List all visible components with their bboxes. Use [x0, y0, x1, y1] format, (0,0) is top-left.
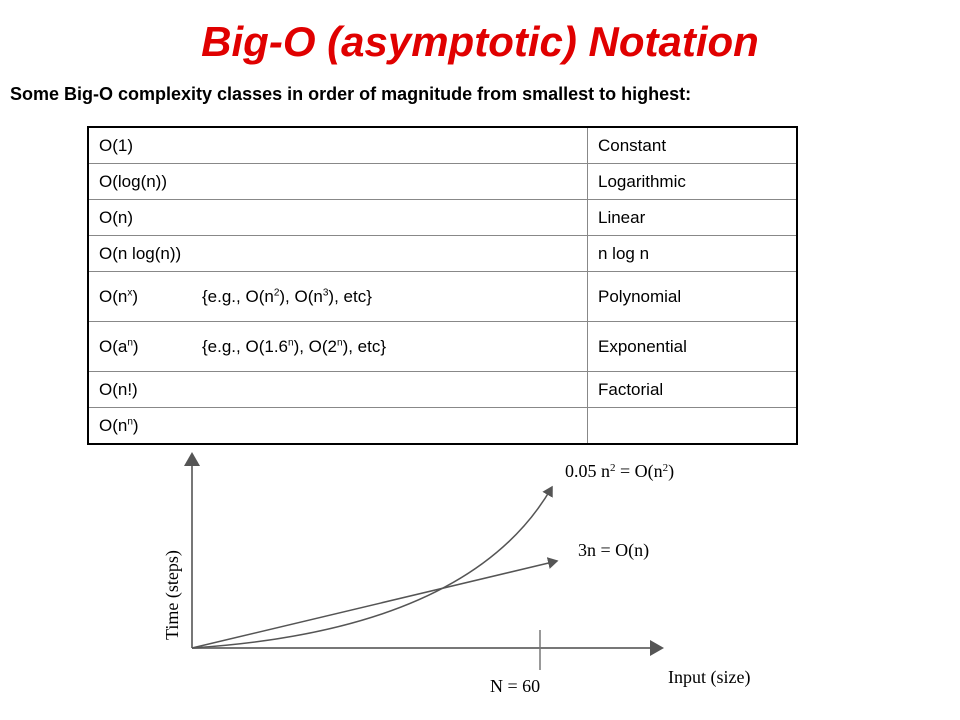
superscript: n: [337, 336, 343, 348]
text-segment: O(n log(n)): [99, 243, 182, 263]
subtitle: Some Big-O complexity classes in order o…: [10, 84, 692, 104]
text-segment: O(n: [99, 415, 128, 435]
text-segment: {e.g., O(1.6: [202, 336, 288, 356]
superscript: 2: [610, 462, 616, 474]
cell-content: O(an) {e.g., O(1.6n), O(2n), etc}: [99, 337, 587, 357]
cell-content: O(nx) {e.g., O(n2), O(n3), etc}: [99, 287, 587, 307]
name-cell: [587, 407, 798, 445]
table-row: O(n!) Factorial: [87, 371, 798, 408]
table-row: O(n log(n)) n log n: [87, 235, 798, 272]
cell-content: O(n log(n)): [99, 244, 587, 264]
text-segment: O(1): [99, 135, 133, 155]
quadratic-curve: [191, 485, 553, 649]
text-segment: ), etc}: [328, 286, 372, 306]
name-cell: Factorial: [587, 371, 798, 408]
notation-cell: O(n log(n)): [87, 235, 588, 272]
x-axis-label: Input (size): [668, 667, 750, 688]
complexity-table: O(1) Constant O(log(n)) Logarithmic O(n) Line…: [87, 126, 798, 445]
example: {e.g., O(n2), O(n3), etc}: [202, 287, 372, 307]
name-cell: n log n: [587, 235, 798, 272]
text-segment: O(n: [99, 286, 128, 306]
text-segment: = O(n: [616, 461, 663, 482]
table-row: O(log(n)) Logarithmic: [87, 163, 798, 200]
superscript: 2: [663, 462, 669, 474]
notation-cell: O(nx) {e.g., O(n2), O(n3), etc}: [87, 271, 588, 322]
text-segment: ): [132, 415, 139, 435]
table-row: O(1) Constant: [87, 126, 798, 164]
notation-cell: O(an) {e.g., O(1.6n), O(2n), etc}: [87, 321, 588, 372]
table-row: O(n) Linear: [87, 199, 798, 236]
table-row: O(nn): [87, 407, 798, 445]
superscript: n: [288, 336, 294, 348]
text-segment: ), O(n: [279, 286, 323, 306]
cell-content: O(1): [99, 136, 587, 156]
text-segment: O(n): [99, 207, 133, 227]
growth-diagram: 0.05 n2 = O(n2) 3n = O(n) Time (steps) I…: [162, 452, 750, 696]
text-segment: ), etc}: [342, 336, 387, 356]
linear-label: 3n = O(n): [578, 540, 649, 561]
linear-curve: [191, 557, 559, 649]
crossover-label: N = 60: [490, 676, 540, 696]
notation-cell: O(n): [87, 199, 588, 236]
text-segment: 0.05 n: [565, 461, 610, 481]
notation-cell: O(nn): [87, 407, 588, 445]
notation-cell: O(log(n)): [87, 163, 588, 200]
superscript: 3: [322, 286, 329, 298]
text-segment: ), O(2: [293, 336, 338, 356]
notation-cell: O(1): [87, 126, 588, 164]
table-row: O(nx) {e.g., O(n2), O(n3), etc} Polynomial: [87, 271, 798, 322]
text-segment: {e.g., O(n: [202, 286, 274, 306]
example: {e.g., O(1.6n), O(2n), etc}: [202, 337, 386, 357]
cell-content: O(log(n)): [99, 172, 587, 192]
name-cell: Logarithmic: [587, 163, 798, 200]
name-cell: Linear: [587, 199, 798, 236]
text-segment: O(a: [99, 336, 128, 356]
cell-content: O(nn): [99, 416, 587, 436]
quadratic-label: 0.05 n2 = O(n2): [565, 461, 674, 482]
text-segment: ): [132, 286, 139, 306]
cell-content: O(n!): [99, 380, 587, 400]
cell-content: O(n): [99, 208, 587, 228]
name-cell: Exponential: [587, 321, 798, 372]
superscript: n: [127, 336, 133, 348]
superscript: 2: [273, 286, 280, 298]
text-segment: ): [132, 336, 139, 356]
name-cell: Polynomial: [587, 271, 798, 322]
text-segment: ): [668, 461, 674, 482]
superscript: x: [127, 286, 133, 298]
y-axis-label: Time (steps): [162, 550, 183, 640]
table-row: O(an) {e.g., O(1.6n), O(2n), etc} Exponent…: [87, 321, 798, 372]
name-cell: Constant: [587, 126, 798, 164]
title: Big-O (asymptotic) Notation: [201, 18, 759, 65]
superscript: n: [127, 415, 133, 427]
text-segment: O(n!): [99, 379, 138, 399]
text-segment: O(log(n)): [99, 171, 168, 191]
notation-cell: O(n!): [87, 371, 588, 408]
